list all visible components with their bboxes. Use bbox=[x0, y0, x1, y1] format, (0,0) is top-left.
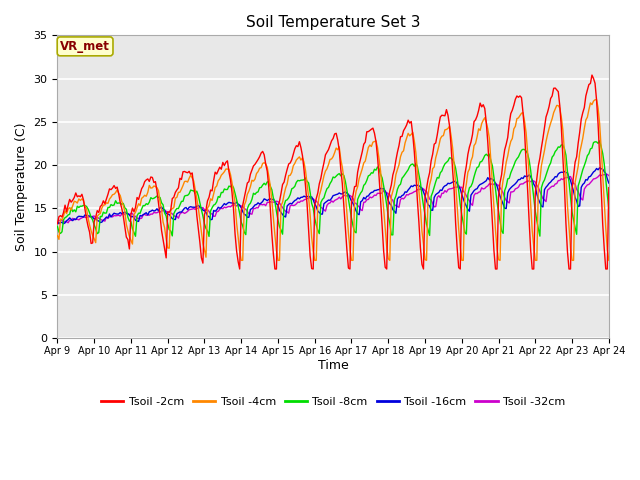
Legend: Tsoil -2cm, Tsoil -4cm, Tsoil -8cm, Tsoil -16cm, Tsoil -32cm: Tsoil -2cm, Tsoil -4cm, Tsoil -8cm, Tsoi… bbox=[97, 392, 570, 411]
Title: Soil Temperature Set 3: Soil Temperature Set 3 bbox=[246, 15, 420, 30]
Text: VR_met: VR_met bbox=[60, 40, 110, 53]
X-axis label: Time: Time bbox=[317, 359, 349, 372]
Y-axis label: Soil Temperature (C): Soil Temperature (C) bbox=[15, 122, 28, 251]
